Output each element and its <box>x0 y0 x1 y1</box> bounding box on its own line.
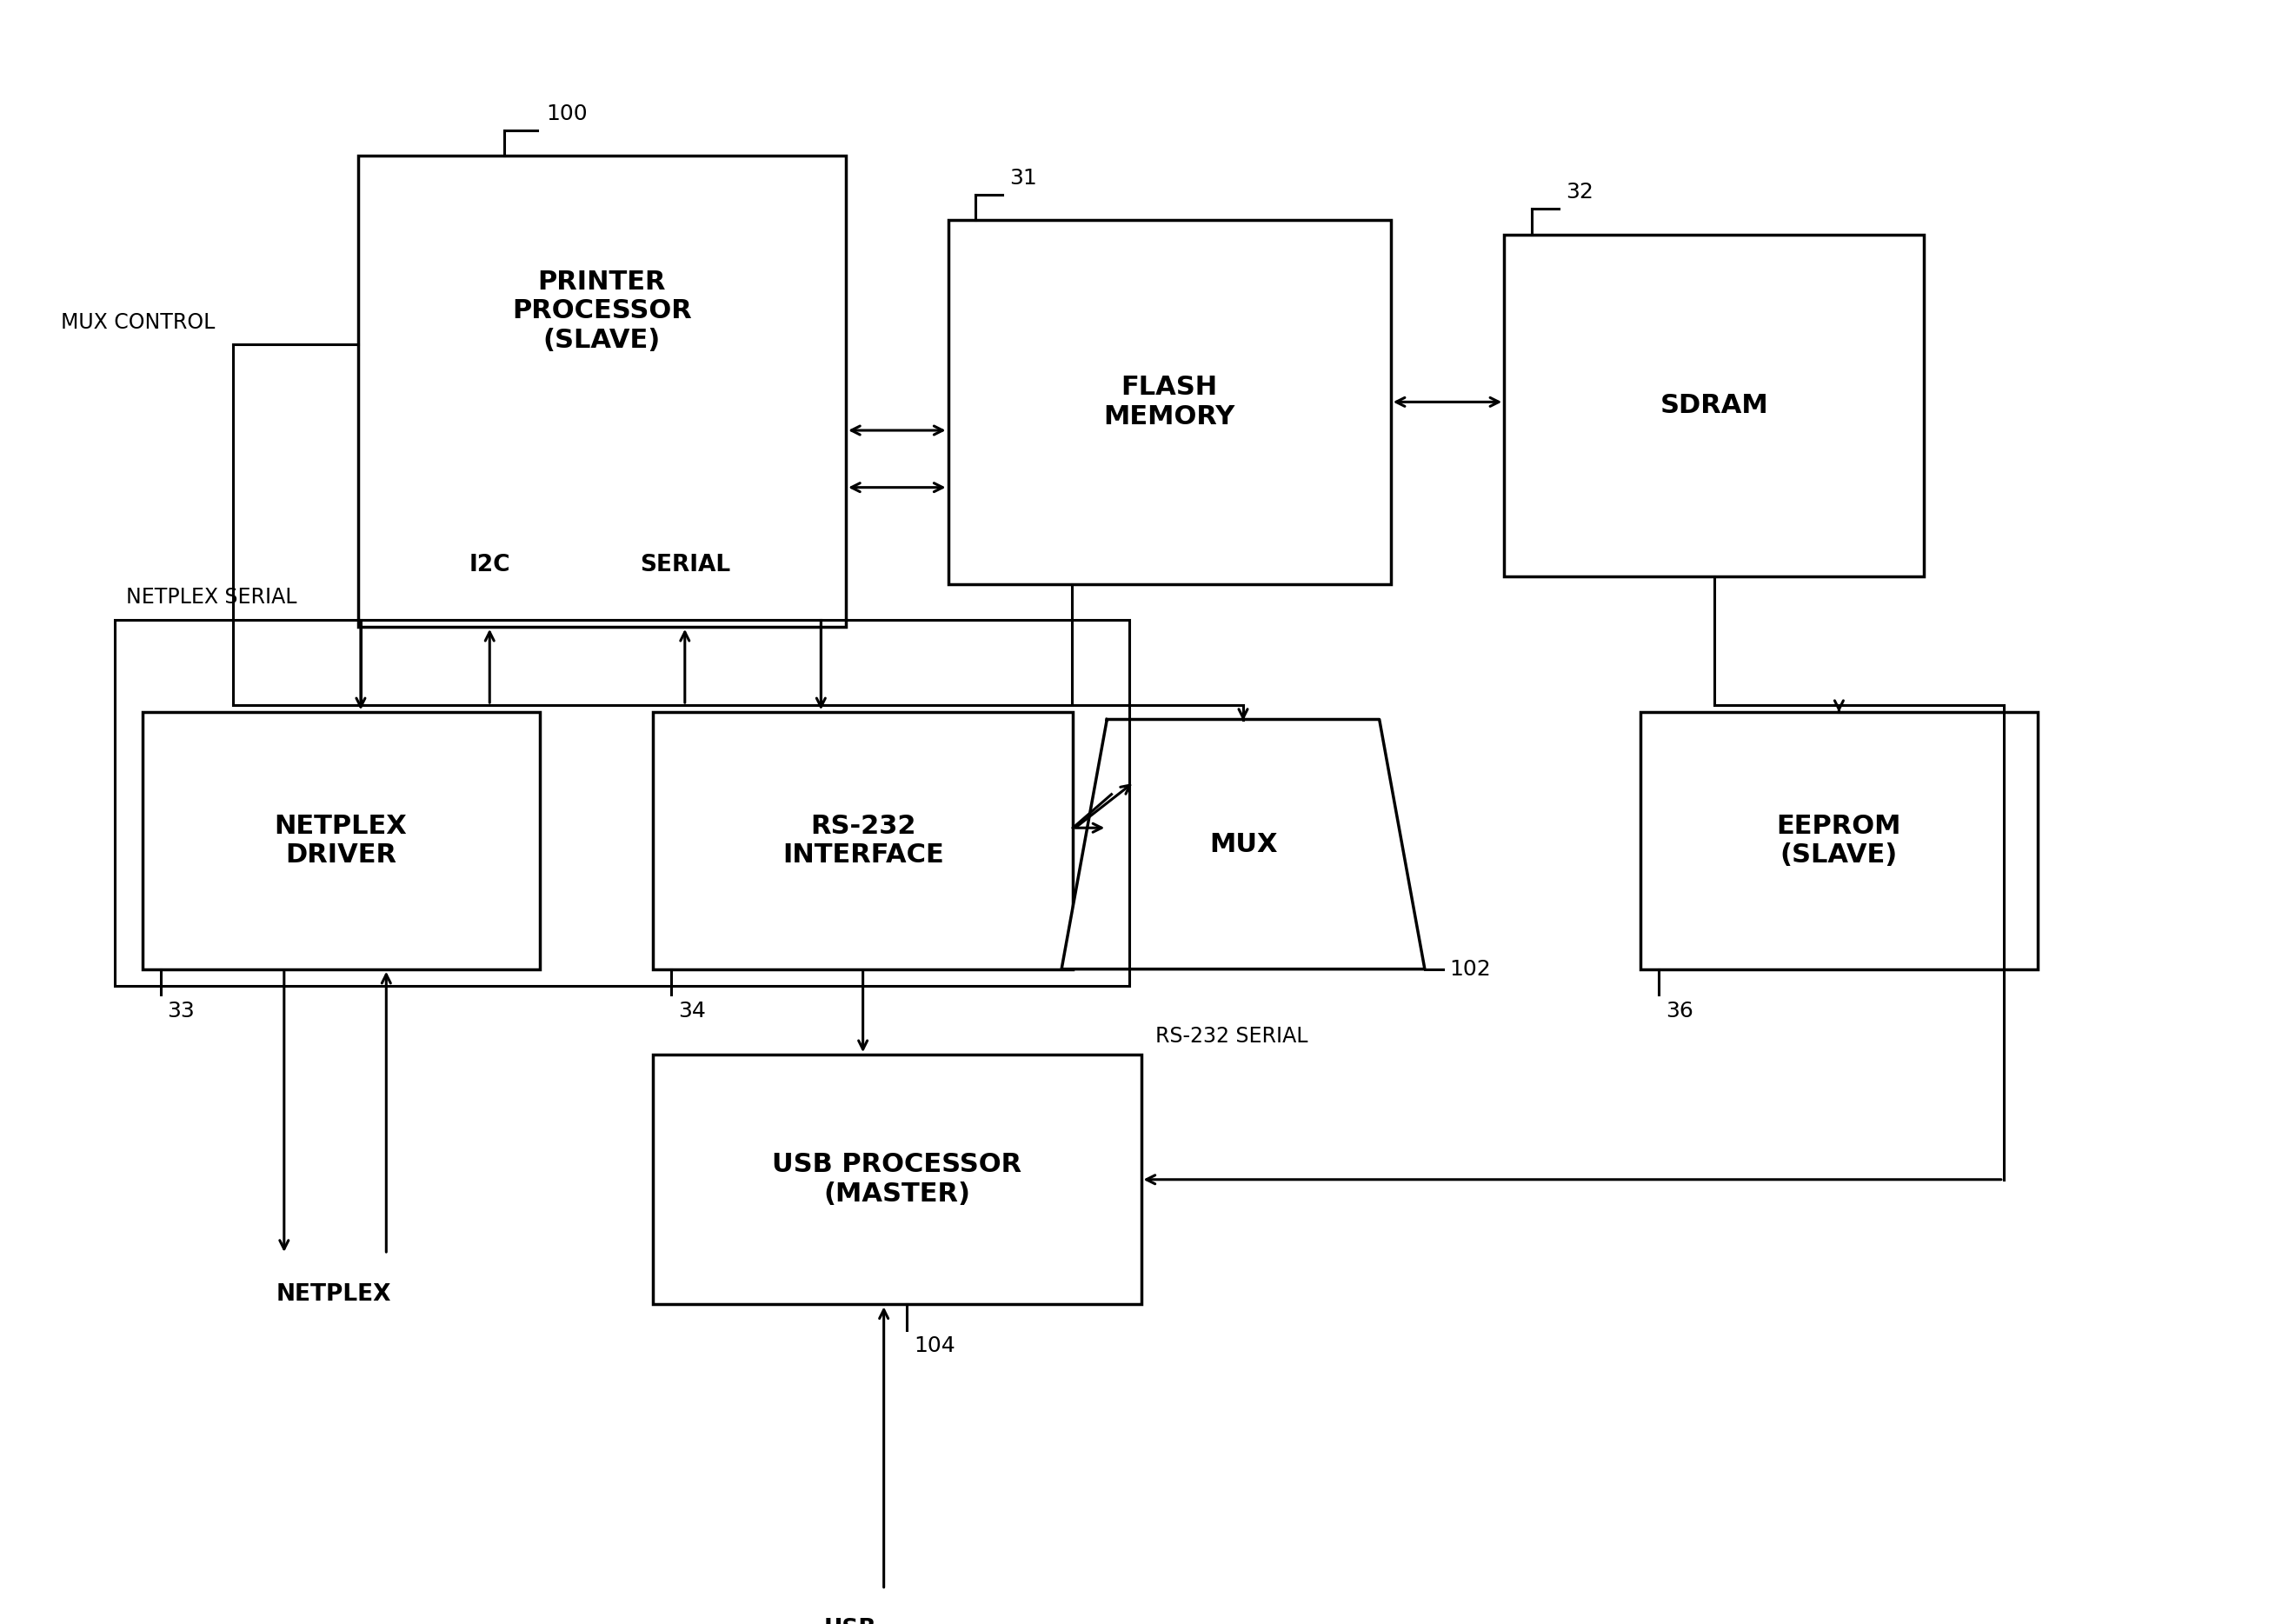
Polygon shape <box>1061 719 1424 970</box>
Bar <box>653 713 1073 970</box>
Bar <box>141 713 539 970</box>
Text: NETPLEX: NETPLEX <box>276 1283 393 1306</box>
Text: RS-232 SERIAL: RS-232 SERIAL <box>1155 1026 1308 1047</box>
Text: SERIAL: SERIAL <box>639 554 730 577</box>
Text: 102: 102 <box>1449 958 1490 979</box>
Text: NETPLEX SERIAL: NETPLEX SERIAL <box>126 588 297 607</box>
Bar <box>1641 713 2038 970</box>
Bar <box>114 619 1130 986</box>
Text: I2C: I2C <box>470 554 511 577</box>
Text: PRINTER
PROCESSOR
(SLAVE): PRINTER PROCESSOR (SLAVE) <box>511 270 691 352</box>
Bar <box>1504 234 1924 577</box>
Text: 32: 32 <box>1565 182 1593 203</box>
Text: RS-232
INTERFACE: RS-232 INTERFACE <box>783 814 945 867</box>
Text: 104: 104 <box>913 1337 956 1356</box>
Text: MUX: MUX <box>1209 831 1278 857</box>
Bar <box>358 156 847 627</box>
Text: 33: 33 <box>167 1000 194 1021</box>
Text: MUX CONTROL: MUX CONTROL <box>62 312 215 333</box>
Text: SDRAM: SDRAM <box>1659 393 1769 417</box>
Text: FLASH
MEMORY: FLASH MEMORY <box>1104 375 1235 429</box>
Bar <box>947 219 1390 585</box>
Text: 31: 31 <box>1009 167 1036 188</box>
Text: 34: 34 <box>678 1000 705 1021</box>
Text: EEPROM
(SLAVE): EEPROM (SLAVE) <box>1778 814 1901 867</box>
Bar <box>653 1054 1141 1304</box>
Text: NETPLEX
DRIVER: NETPLEX DRIVER <box>274 814 406 867</box>
Text: 36: 36 <box>1666 1000 1693 1021</box>
Text: 100: 100 <box>545 104 586 125</box>
Text: USB: USB <box>824 1618 876 1624</box>
Text: USB PROCESSOR
(MASTER): USB PROCESSOR (MASTER) <box>771 1153 1022 1207</box>
